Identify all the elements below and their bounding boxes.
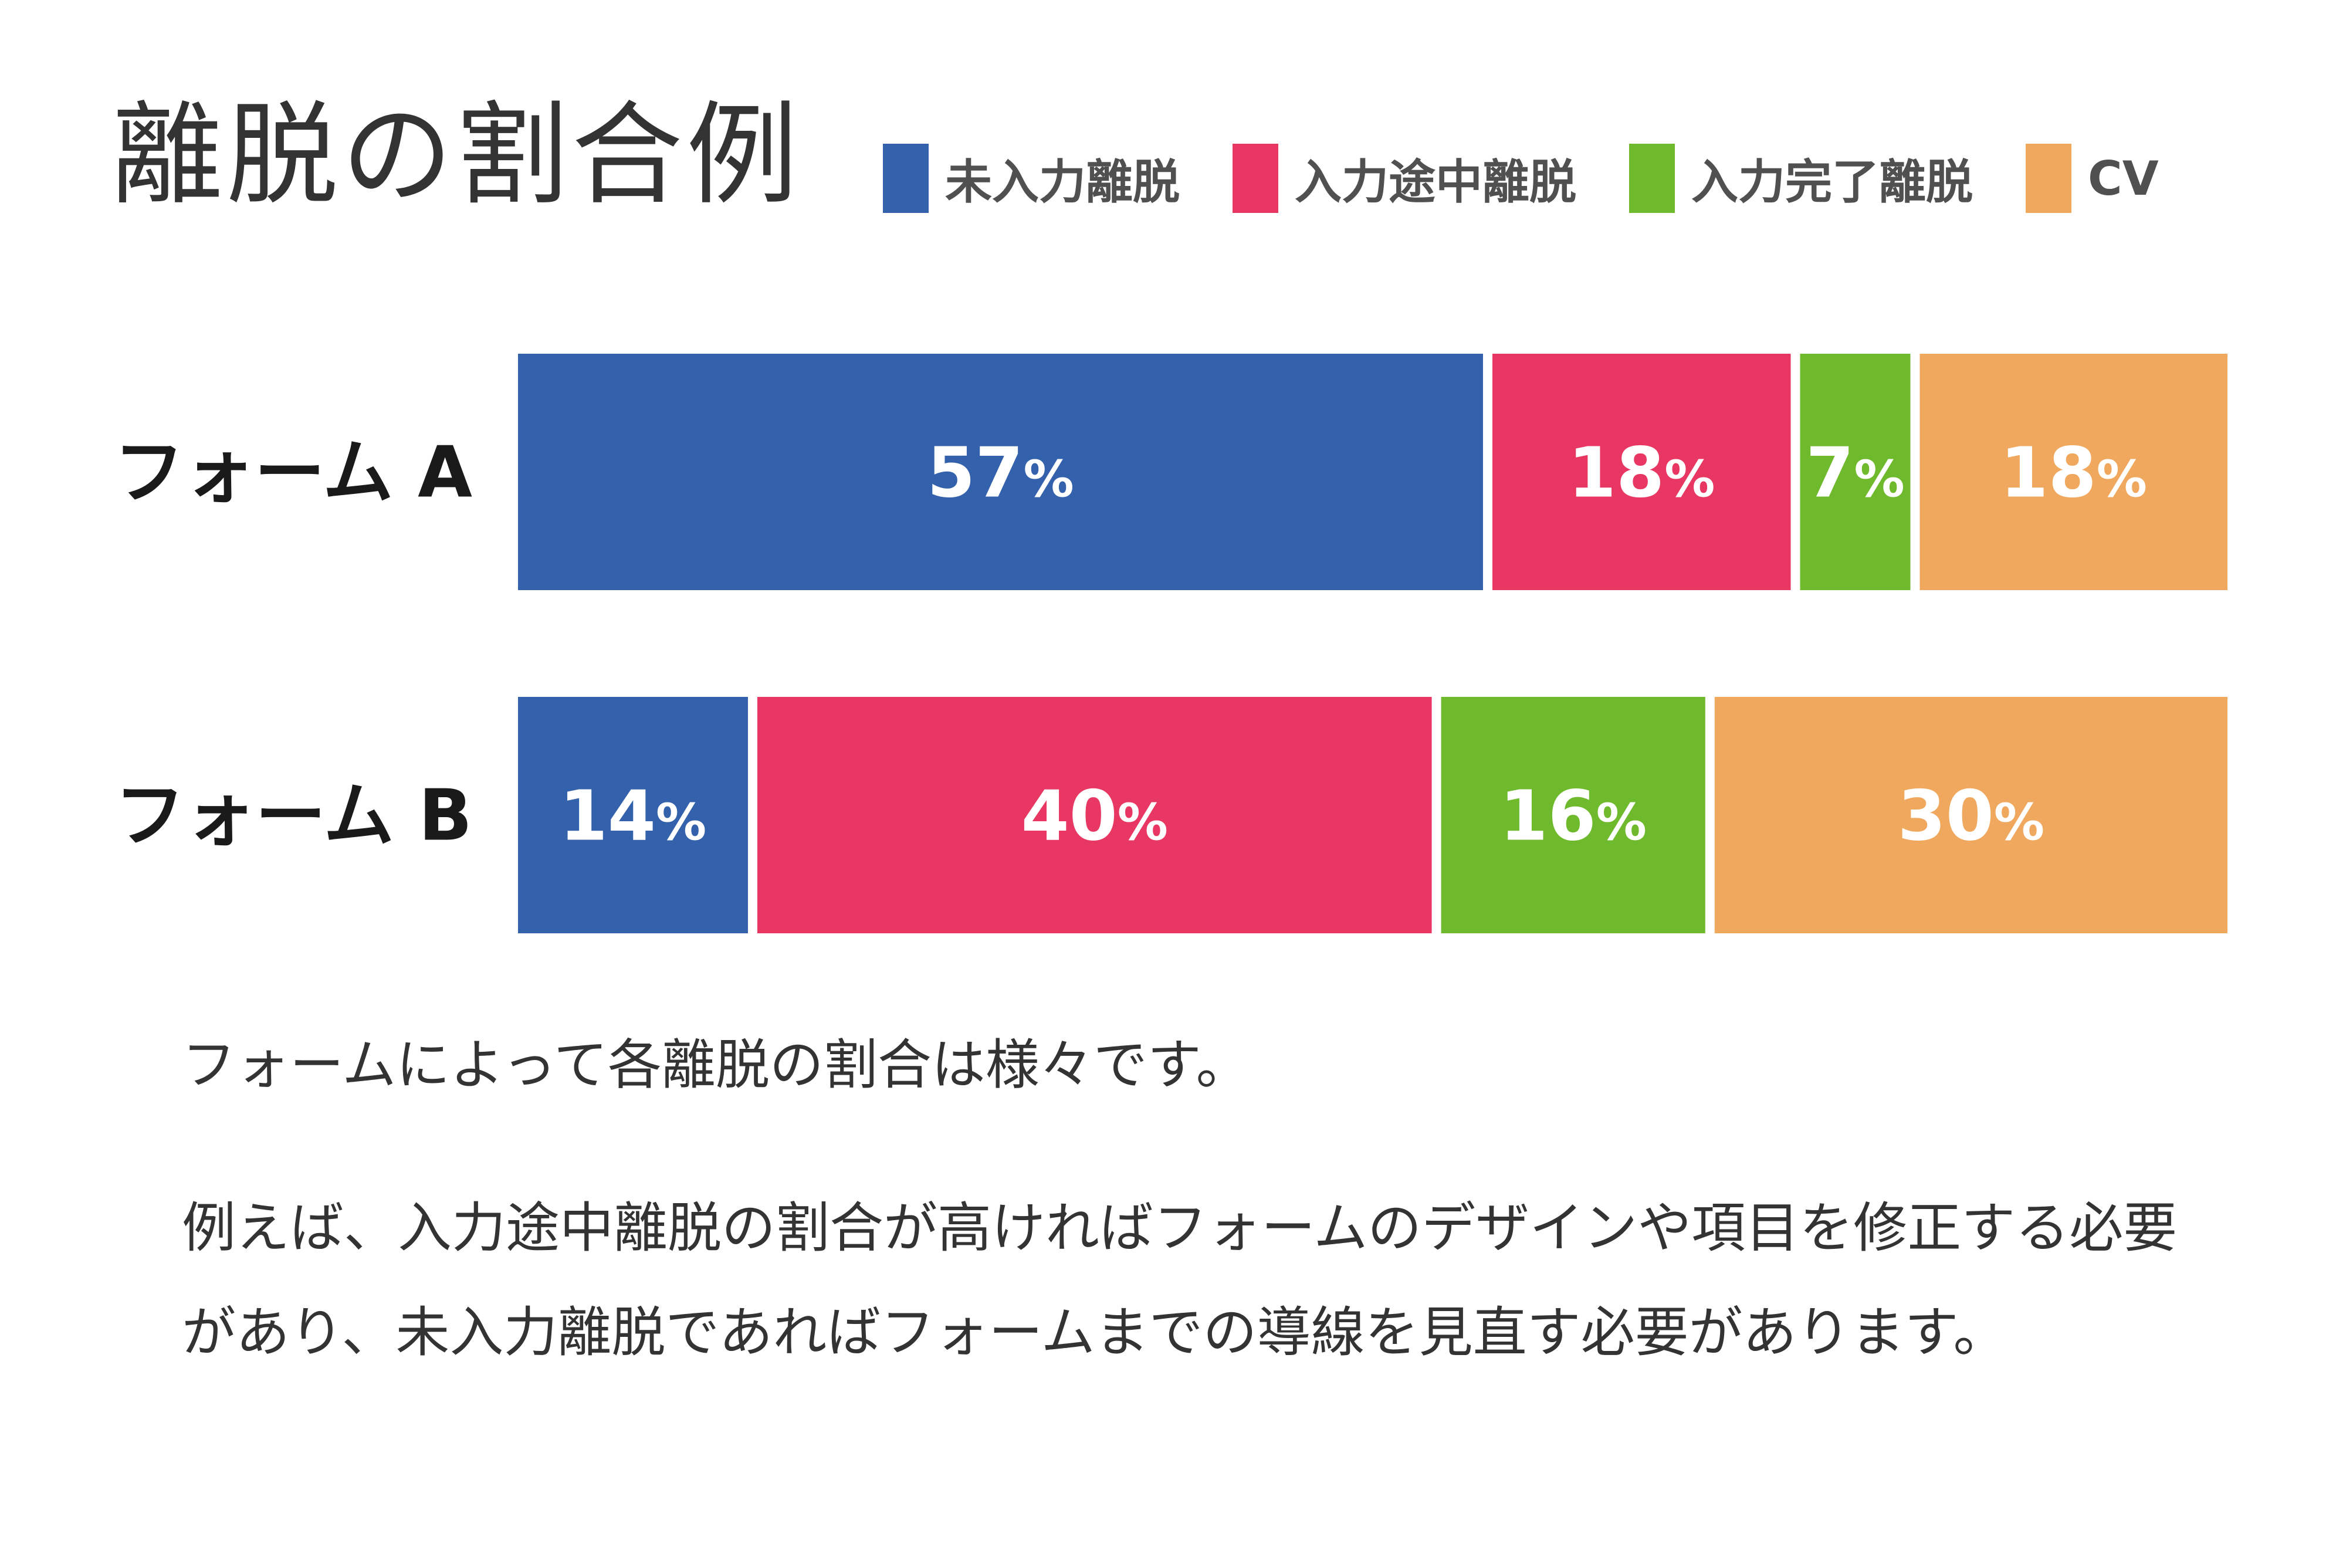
data-label-0-1: 18%	[1568, 432, 1715, 513]
legend-item-2: 入力完了離脱	[1629, 144, 1973, 213]
legend-label-1: 入力途中離脱	[1295, 155, 1576, 209]
data-label-0-3: 18%	[2000, 432, 2147, 513]
legend-item-3: CV	[2026, 144, 2159, 213]
data-label-1-0: 14%	[560, 775, 706, 856]
data-label-1-3: 30%	[1898, 775, 2044, 856]
row-label-0: フォーム A	[114, 432, 472, 514]
bar-segment-0-3	[1919, 354, 2227, 590]
data-label-1-2: 16%	[1499, 775, 1646, 856]
legend-swatch-0	[883, 144, 929, 213]
legend-label-0: 未入力離脱	[945, 155, 1180, 209]
data-label-0-2: 7%	[1806, 432, 1904, 513]
bar-segment-1-2	[1441, 697, 1705, 933]
legend-swatch-2	[1629, 144, 1675, 213]
legend: 未入力離脱 入力途中離脱 入力完了離脱 CV	[883, 144, 2159, 213]
data-label-0-0: 57%	[927, 432, 1074, 513]
legend-item-0: 未入力離脱	[883, 144, 1180, 213]
bar-segment-0-0	[518, 354, 1483, 590]
legend-swatch-3	[2026, 144, 2071, 213]
bar-segment-1-0	[518, 697, 748, 933]
description-paragraph-2: 例えば、入力途中離脱の割合が高ければフォームのデザインや項目を修正する必要があり…	[182, 1197, 2178, 1364]
bar-segment-0-1	[1492, 354, 1791, 590]
legend-label-3: CV	[2088, 151, 2159, 206]
description-paragraph-1: フォームによって各離脱の割合は様々です。	[182, 1034, 1250, 1096]
bar-segment-0-2	[1800, 354, 1911, 590]
data-label-1-1: 40%	[1021, 775, 1168, 856]
row-label-1: フォーム B	[114, 775, 472, 857]
legend-label-2: 入力完了離脱	[1691, 155, 1973, 209]
legend-item-1: 入力途中離脱	[1233, 144, 1576, 213]
bar-segment-1-1	[757, 697, 1432, 933]
bar-segment-1-3	[1714, 697, 2227, 933]
chart-title: 離脱の割合例	[111, 90, 802, 220]
legend-swatch-1	[1233, 144, 1278, 213]
